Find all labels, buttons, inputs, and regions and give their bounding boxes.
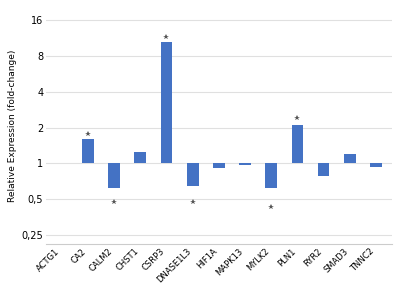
Bar (213, 163, 225, 168)
Bar (160, 42, 172, 163)
Bar (344, 154, 356, 163)
Bar (265, 163, 277, 188)
Bar (239, 163, 251, 165)
Bar (187, 163, 198, 186)
Bar (134, 152, 146, 163)
Bar (318, 163, 330, 176)
Y-axis label: Relative Expression (fold-change): Relative Expression (fold-change) (8, 50, 17, 202)
Bar (82, 139, 94, 163)
Bar (108, 163, 120, 188)
Bar (292, 125, 303, 163)
Bar (370, 163, 382, 167)
